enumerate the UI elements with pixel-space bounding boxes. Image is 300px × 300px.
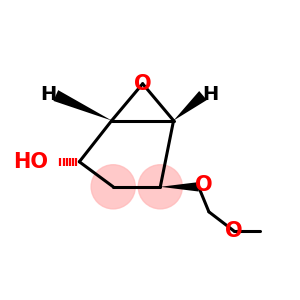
Text: O: O (134, 74, 152, 94)
Polygon shape (174, 91, 207, 121)
Circle shape (91, 165, 135, 209)
Text: O: O (195, 175, 213, 195)
Polygon shape (160, 182, 199, 191)
Text: O: O (225, 221, 243, 241)
Circle shape (138, 165, 182, 209)
Polygon shape (53, 90, 112, 121)
Text: HO: HO (13, 152, 48, 172)
Text: H: H (202, 85, 218, 104)
Text: H: H (40, 85, 56, 104)
